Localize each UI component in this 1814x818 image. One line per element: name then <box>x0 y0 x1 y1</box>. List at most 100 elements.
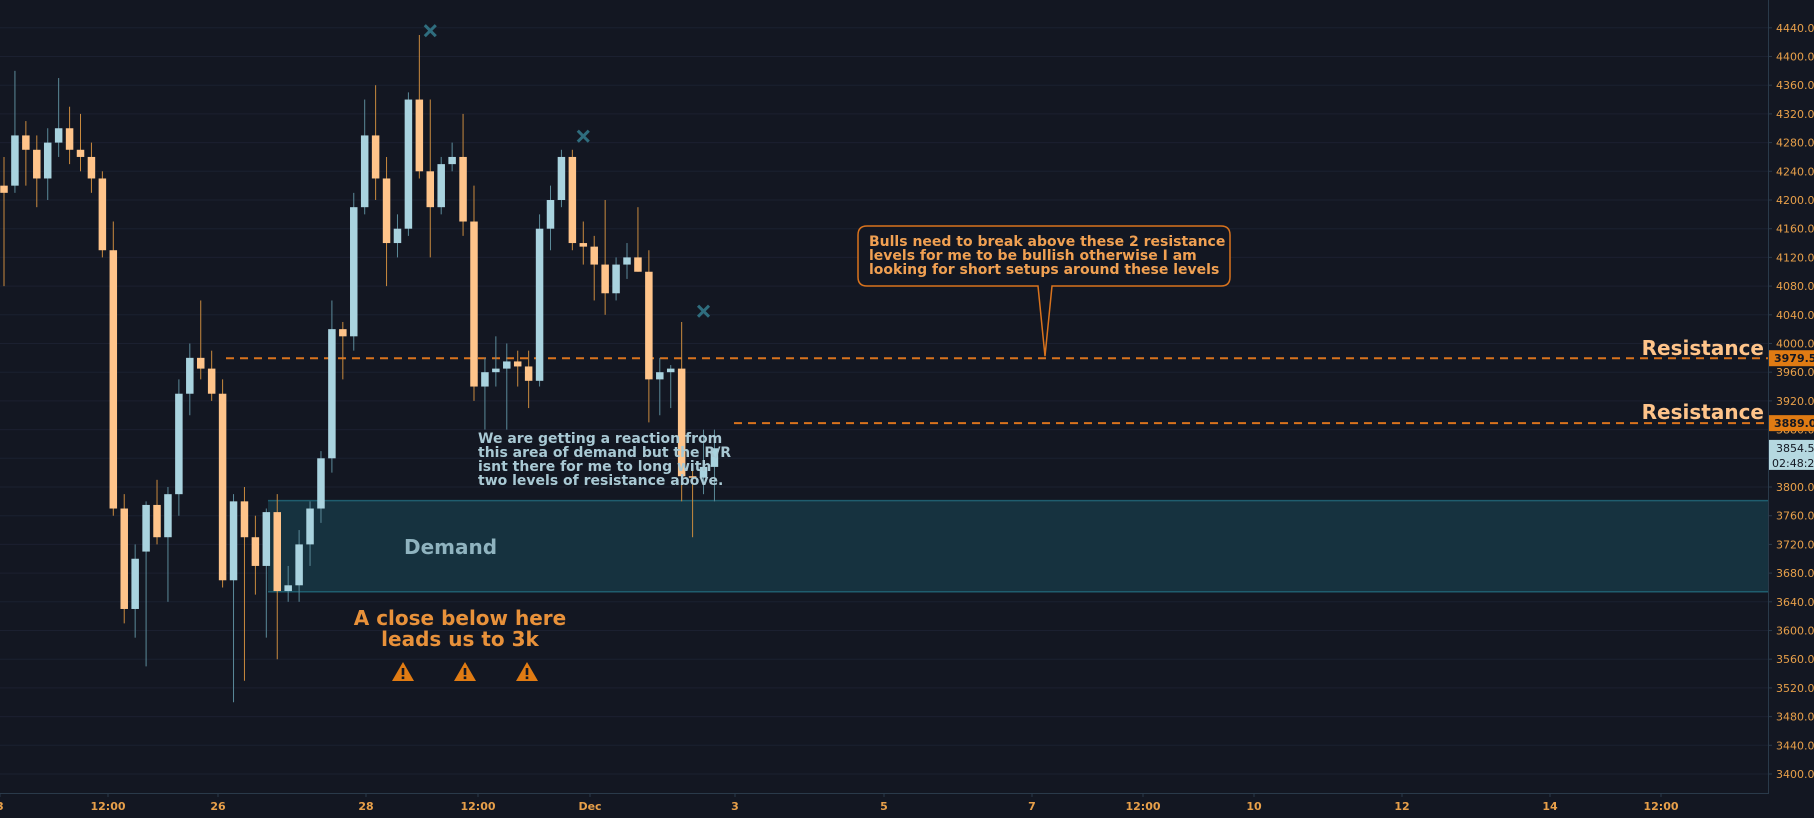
price-tick-label[interactable]: 3640.0 <box>1776 596 1814 609</box>
bear-candle[interactable] <box>240 487 249 681</box>
bear-candle[interactable] <box>273 494 282 660</box>
bull-candle[interactable] <box>612 257 620 301</box>
bull-candle[interactable] <box>656 357 664 416</box>
bear-candle[interactable] <box>109 221 118 516</box>
price-tick-label[interactable]: 4120.0 <box>1776 251 1814 264</box>
bear-candle[interactable] <box>513 350 522 387</box>
bear-candle[interactable] <box>568 149 577 251</box>
bull-candle[interactable] <box>404 92 413 236</box>
bull-candle[interactable] <box>699 429 708 495</box>
bear-candle[interactable] <box>688 465 697 538</box>
price-tick-label[interactable]: 4000.0 <box>1776 338 1814 351</box>
bull-candle[interactable] <box>142 501 150 667</box>
bear-candle[interactable] <box>590 235 598 301</box>
bull-candle[interactable] <box>229 494 238 703</box>
bear-candle[interactable] <box>415 34 424 179</box>
bull-candle[interactable] <box>481 357 489 430</box>
bull-candle[interactable] <box>164 487 172 602</box>
price-tick-label[interactable]: 4400.0 <box>1776 51 1814 64</box>
bear-candle[interactable] <box>120 494 128 624</box>
price-tick-label[interactable]: 3560.0 <box>1776 653 1814 666</box>
time-tick-label[interactable]: 10 <box>1246 800 1262 813</box>
price-tick-label[interactable]: 3800.0 <box>1776 481 1814 494</box>
bull-candle[interactable] <box>262 508 271 638</box>
bear-candle[interactable] <box>76 113 85 172</box>
bear-candle[interactable] <box>645 250 653 423</box>
bull-candle[interactable] <box>284 565 292 602</box>
price-tick-label[interactable]: 3960.0 <box>1776 366 1814 379</box>
price-tick-label[interactable]: 4240.0 <box>1776 165 1814 178</box>
bull-candle[interactable] <box>43 128 52 200</box>
bear-candle[interactable] <box>0 156 8 287</box>
time-axis[interactable]: 3 12:00 26 28 12:00 Dec 3 5 7 12:00 10 12 14 12:00 <box>0 793 1679 813</box>
bull-candle[interactable] <box>54 78 63 157</box>
bear-candle[interactable] <box>196 300 205 380</box>
bear-candle[interactable] <box>579 221 588 265</box>
time-tick-label[interactable]: 3 <box>731 800 739 813</box>
bull-candle[interactable] <box>175 379 183 516</box>
price-tick-label[interactable]: 3440.0 <box>1776 739 1814 752</box>
bear-candle[interactable] <box>459 113 467 236</box>
bear-candle[interactable] <box>426 99 435 258</box>
time-tick-label[interactable]: 26 <box>210 800 226 813</box>
bear-candle[interactable] <box>87 142 96 193</box>
bull-candle[interactable] <box>317 451 325 523</box>
price-tick-label[interactable]: 3600.0 <box>1776 625 1814 638</box>
bull-candle[interactable] <box>492 336 500 387</box>
bear-candle[interactable] <box>251 515 260 595</box>
time-tick-label[interactable]: 12:00 <box>1643 800 1678 813</box>
bull-candle[interactable] <box>503 343 511 430</box>
price-tick-label[interactable]: 3400.0 <box>1776 768 1814 781</box>
time-tick-label[interactable]: Dec <box>578 800 601 813</box>
bull-candle[interactable] <box>710 429 719 502</box>
time-tick-label[interactable]: 28 <box>358 800 373 813</box>
bull-candle[interactable] <box>623 243 631 279</box>
bear-candle[interactable] <box>524 350 533 409</box>
price-tick-label[interactable]: 4080.0 <box>1776 280 1814 293</box>
price-tick-label[interactable]: 4440.0 <box>1776 22 1814 35</box>
price-tick-label[interactable]: 4160.0 <box>1776 223 1814 236</box>
price-tick-label[interactable]: 4280.0 <box>1776 137 1814 150</box>
time-tick-label[interactable]: 5 <box>880 800 888 813</box>
bear-candle[interactable] <box>339 321 347 380</box>
bull-candle[interactable] <box>306 501 314 566</box>
price-tick-label[interactable]: 3480.0 <box>1776 711 1814 724</box>
time-tick-label[interactable]: 3 <box>0 800 4 813</box>
price-tick-label[interactable]: 4040.0 <box>1776 309 1814 322</box>
bull-candle[interactable] <box>328 300 336 473</box>
bull-candle[interactable] <box>546 185 555 251</box>
bull-candle[interactable] <box>11 70 19 193</box>
time-tick-label[interactable]: 7 <box>1028 800 1036 813</box>
bull-candle[interactable] <box>131 544 139 638</box>
bear-candle[interactable] <box>470 185 478 401</box>
price-tick-label[interactable]: 4360.0 <box>1776 79 1814 92</box>
bear-candle[interactable] <box>634 207 642 272</box>
bear-candle[interactable] <box>153 479 161 545</box>
bull-candle[interactable] <box>535 214 544 387</box>
bull-candle[interactable] <box>448 142 456 172</box>
time-tick-label[interactable]: 14 <box>1542 800 1558 813</box>
bear-candle[interactable] <box>207 350 216 401</box>
bull-candle[interactable] <box>666 365 675 409</box>
candles[interactable] <box>0 34 719 703</box>
bear-candle[interactable] <box>65 106 74 165</box>
bull-candle[interactable] <box>557 149 566 208</box>
bull-candle[interactable] <box>393 214 402 258</box>
bear-candle[interactable] <box>601 200 609 315</box>
time-tick-label[interactable]: 12:00 <box>90 800 125 813</box>
time-tick-label[interactable]: 12 <box>1394 800 1409 813</box>
time-tick-label[interactable]: 12:00 <box>1125 800 1160 813</box>
bull-candle[interactable] <box>350 192 358 351</box>
bear-candle[interactable] <box>371 85 380 200</box>
price-tick-label[interactable]: 3720.0 <box>1776 538 1814 551</box>
bull-candle[interactable] <box>186 343 194 416</box>
price-tick-label[interactable]: 3680.0 <box>1776 567 1814 580</box>
price-tick-label[interactable]: 3920.0 <box>1776 395 1814 408</box>
bear-candle[interactable] <box>382 156 391 287</box>
bear-candle[interactable] <box>677 321 686 502</box>
bear-candle[interactable] <box>218 379 227 588</box>
price-tick-label[interactable]: 4200.0 <box>1776 194 1814 207</box>
price-tick-label[interactable]: 4320.0 <box>1776 108 1814 121</box>
time-tick-label[interactable]: 12:00 <box>460 800 495 813</box>
